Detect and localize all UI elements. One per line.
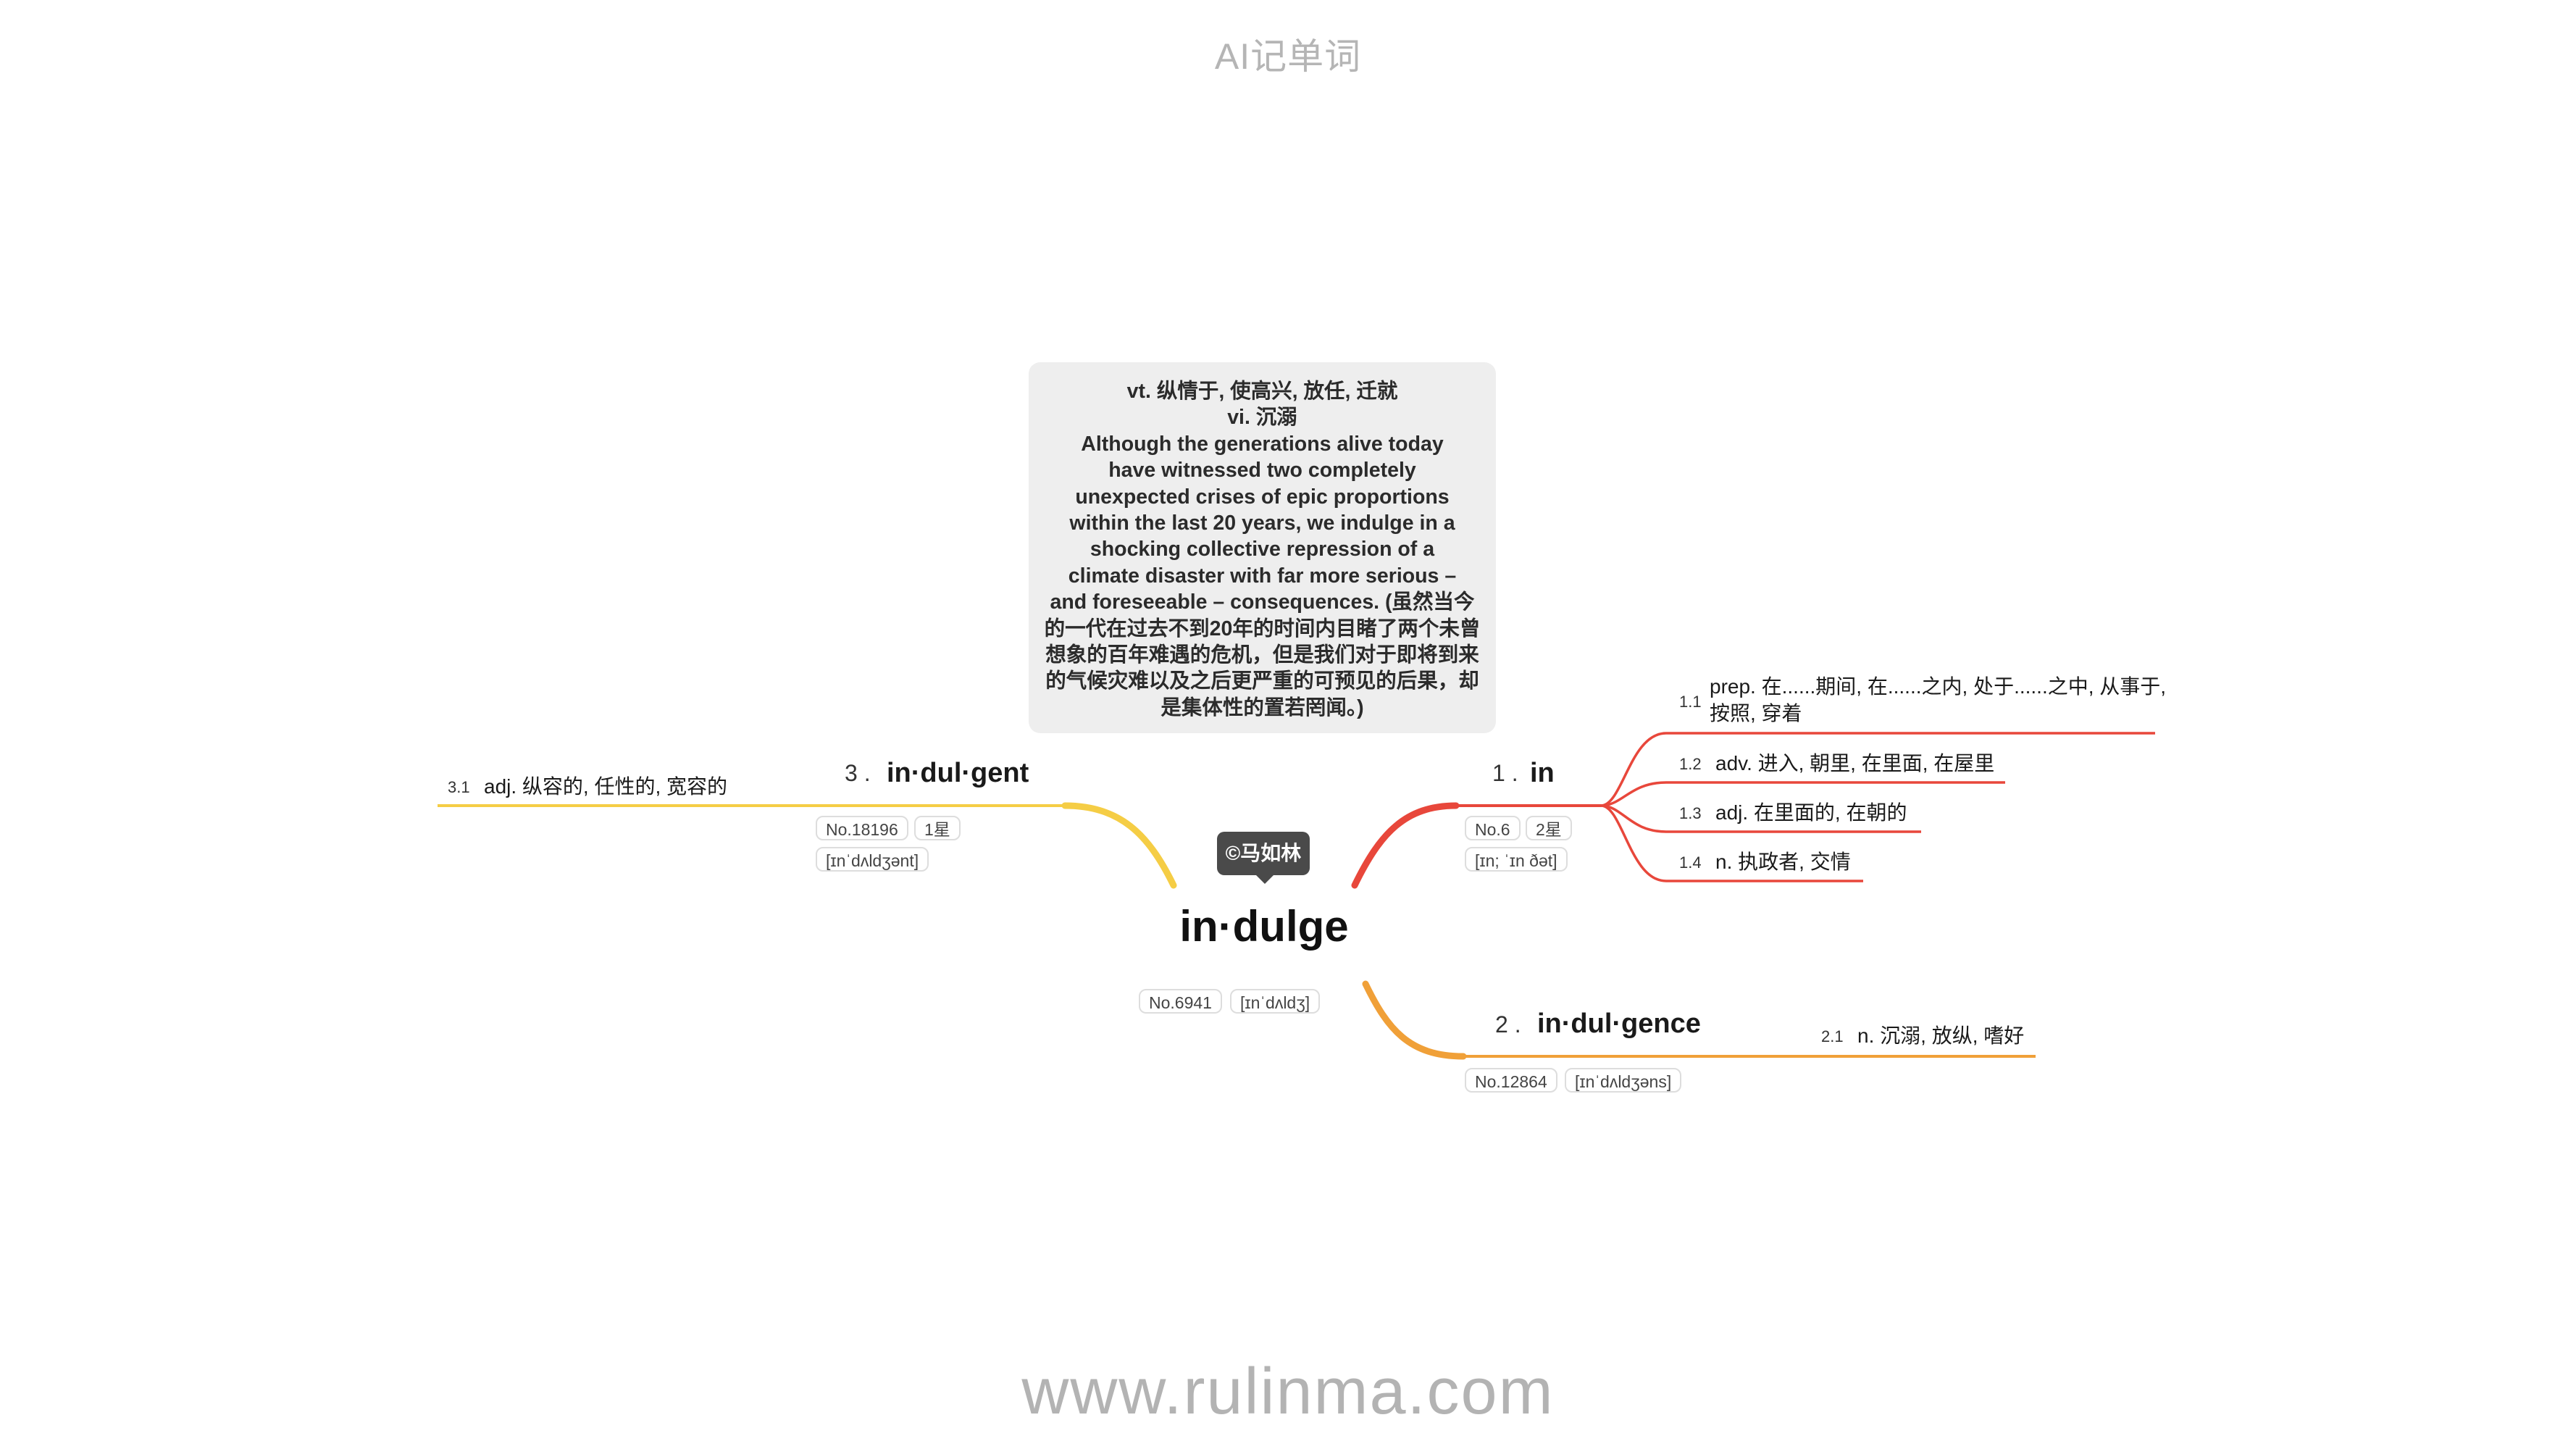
note-line: unexpected crises of epic proportions: [1075, 485, 1450, 509]
def-1-4-number: 1.4: [1679, 853, 1702, 872]
def-1-2-number: 1.2: [1679, 755, 1702, 773]
branch-1-connector: [1351, 802, 1460, 889]
note-line: 是集体性的置若罔闻。): [1161, 696, 1364, 719]
branch-3-word[interactable]: in·dul·gent: [887, 758, 1029, 788]
branch-3-phonetic-tag: [ɪnˈdʌldʒənt]: [816, 847, 929, 872]
branch-1-word[interactable]: in: [1530, 758, 1555, 788]
root-word[interactable]: in·dulge: [1179, 902, 1349, 951]
example-sentence-note: vt. 纵情于, 使高兴, 放任, 迁就 vi. 沉溺 Although the…: [1029, 362, 1496, 733]
def-1-1-text: prep. 在......期间, 在......之内, 处于......之中, …: [1710, 675, 2167, 698]
branch-2-phonetic-tag: [ɪnˈdʌldʒəns]: [1565, 1068, 1682, 1093]
note-line: Although the generations alive today: [1081, 432, 1444, 456]
footer-url[interactable]: www.rulinma.com: [1021, 1356, 1555, 1428]
def-1-3-text: adj. 在里面的, 在朝的: [1715, 801, 1907, 824]
note-line: and foreseeable – consequences. (虽然当今: [1050, 590, 1475, 614]
branch-3-connector: [1061, 802, 1177, 889]
def-1-4-link: [1600, 804, 1863, 882]
def-2-1-number: 2.1: [1821, 1027, 1844, 1045]
callout-pointer: [1255, 874, 1275, 884]
def-1-1-number: 1.1: [1679, 693, 1702, 711]
def-1-2-text: adv. 进入, 朝里, 在里面, 在屋里: [1715, 752, 1995, 774]
note-line: have witnessed two completely: [1108, 459, 1416, 483]
root-rank-tag: No.6941: [1139, 989, 1222, 1014]
branch-2-rank-tag: No.12864: [1465, 1068, 1557, 1093]
branch-3-number: 3 .: [845, 760, 871, 786]
branch-1-phonetic-tag: [ɪn; ˈɪn ðət]: [1465, 847, 1568, 872]
def-1-2-link: [1600, 781, 2005, 807]
branch-1-number: 1 .: [1492, 760, 1518, 786]
def-3-1-number: 3.1: [448, 778, 470, 796]
branch-3-star-tag: 1星: [914, 816, 961, 840]
def-1-1-link: [1600, 732, 2155, 807]
note-line: within the last 20 years, we indulge in …: [1069, 511, 1455, 535]
note-line: shocking collective repression of a: [1090, 538, 1435, 561]
page-header-title: AI记单词: [1214, 36, 1362, 77]
note-line: vt. 纵情于, 使高兴, 放任, 迁就: [1126, 380, 1398, 403]
note-line: 的一代在过去不到20年的时间内目睹了两个未曾: [1044, 617, 1481, 640]
branch-1-rank-tag: No.6: [1465, 816, 1521, 840]
branch-2-number: 2 .: [1495, 1011, 1521, 1037]
def-1-3-link: [1600, 804, 1921, 833]
def-1-1-text-cont: 按照, 穿着: [1710, 702, 1802, 724]
branch-3-rank-tag: No.18196: [816, 816, 908, 840]
note-line: climate disaster with far more serious –: [1068, 564, 1457, 588]
note-line: 想象的百年难遇的危机，但是我们对于即将到来: [1045, 643, 1479, 667]
def-2-1-text: n. 沉溺, 放纵, 嗜好: [1857, 1024, 2025, 1047]
branch-2-word[interactable]: in·dul·gence: [1537, 1009, 1701, 1039]
note-line: vi. 沉溺: [1227, 406, 1297, 430]
def-1-3-number: 1.3: [1679, 804, 1702, 822]
root-phonetic-tag: [ɪnˈdʌldʒ]: [1230, 989, 1321, 1014]
author-callout: ©马如林: [1217, 832, 1310, 875]
branch-1-star-tag: 2星: [1526, 816, 1572, 840]
branch-2-connector: [1362, 980, 1467, 1060]
def-1-4-text: n. 执政者, 交情: [1715, 851, 1851, 873]
def-3-1-text: adj. 纵容的, 任性的, 宽容的: [484, 775, 728, 798]
note-line: 的气候灾难以及之后更严重的可预见的后果，却: [1045, 669, 1479, 693]
